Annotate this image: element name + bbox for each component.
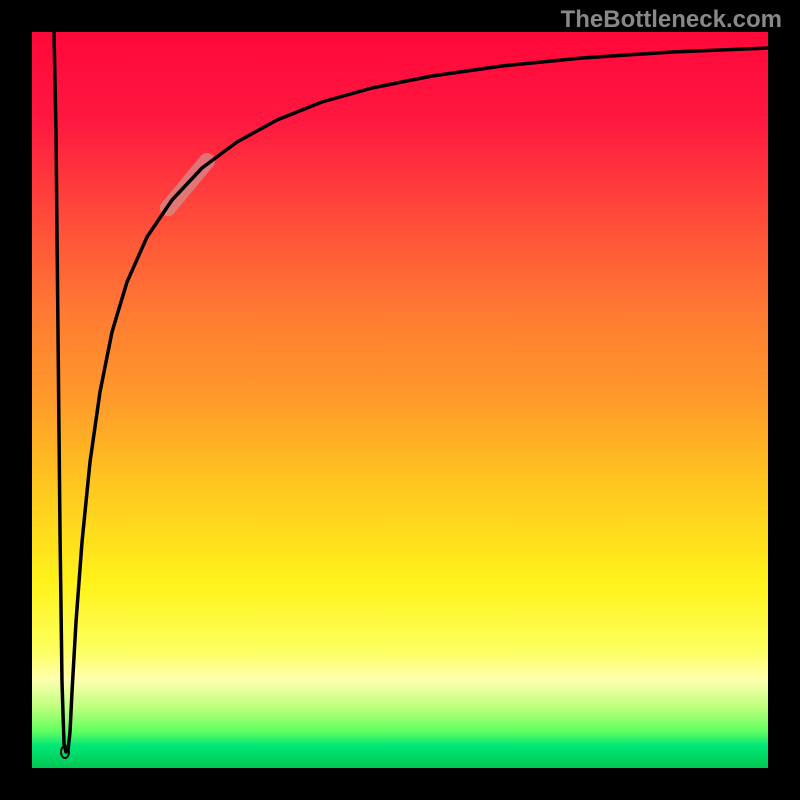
chart-container: TheBottleneck.com <box>0 0 800 800</box>
watermark-text: TheBottleneck.com <box>561 6 782 34</box>
curve-layer <box>32 32 768 768</box>
plot-area <box>32 32 768 768</box>
bottleneck-curve <box>54 32 768 752</box>
